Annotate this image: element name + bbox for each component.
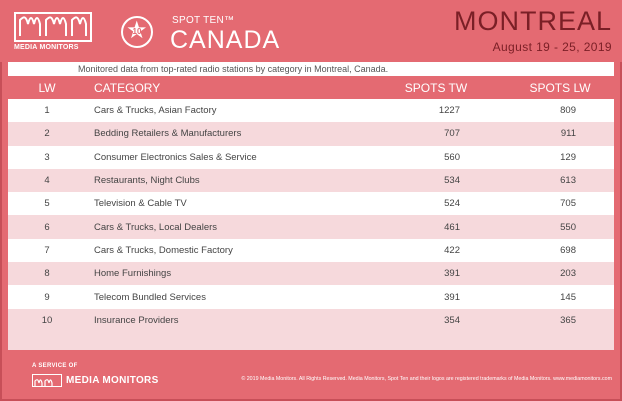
service-label: A SERVICE OF	[32, 363, 78, 369]
rank-cell: 4	[44, 175, 50, 187]
category-cell: Bedding Retailers & Manufacturers	[94, 128, 242, 140]
spots-tw-cell: 391	[444, 291, 460, 303]
rank-cell: 5	[44, 198, 50, 210]
spots-lw-cell: 145	[560, 291, 576, 303]
spots-tw-cell: 354	[444, 314, 460, 326]
header-spots-tw: SPOTS TW	[404, 80, 468, 95]
category-cell: Telecom Bundled Services	[94, 291, 206, 303]
rankings-table: LW CATEGORY SPOTS TW SPOTS LW 1 Cars & Tr…	[8, 76, 614, 332]
star-icon: ★	[126, 17, 148, 44]
spots-lw-cell: 203	[560, 268, 576, 280]
spots-lw-cell: 911	[560, 128, 576, 140]
rank-cell: 10	[41, 314, 53, 326]
table-row: 4 Restaurants, Night Clubs 534 613	[8, 168, 614, 193]
table-row: 1 Cars & Trucks, Asian Factory 1227 809	[8, 99, 614, 123]
table-row: 5 Television & Cable TV 524 705	[8, 192, 614, 216]
category-cell: Home Furnishings	[94, 268, 172, 280]
table-row: 8 Home Furnishings 391 203	[8, 262, 614, 286]
table-header: LW CATEGORY SPOTS TW SPOTS LW	[8, 76, 614, 99]
rank-cell: 2	[44, 128, 50, 140]
spots-tw-cell: 560	[444, 151, 460, 163]
table-row: 9 Telecom Bundled Services 391 145	[8, 285, 614, 309]
rank-cell: 6	[44, 221, 50, 233]
category-cell: Cars & Trucks, Domestic Factory	[94, 244, 233, 256]
header-spots-lw: SPOTS LW	[529, 80, 591, 95]
media-monitors-logo: MEDIA MONITORS	[14, 12, 96, 52]
table-row: 2 Bedding Retailers & Manufacturers 707 911	[8, 122, 614, 146]
spots-tw-cell: 461	[444, 221, 460, 233]
spots-lw-cell: 698	[560, 244, 576, 256]
spots-tw-cell: 1227	[438, 105, 460, 117]
rank-cell: 7	[44, 244, 50, 256]
country-title: CANADA	[170, 26, 281, 54]
category-cell: Consumer Electronics Sales & Service	[94, 151, 257, 163]
table-row: 3 Consumer Electronics Sales & Service 560…	[8, 145, 614, 169]
rank-cell: 1	[44, 105, 50, 117]
date-range: August 19 - 25, 2019	[492, 40, 612, 54]
city-title: MONTREAL	[453, 6, 612, 36]
rank-cell: 3	[44, 151, 50, 163]
spots-lw-cell: 365	[560, 314, 576, 326]
spots-lw-cell: 613	[560, 175, 576, 187]
footer-logo-text: MEDIA MONITORS	[66, 374, 159, 386]
table-row: 7 Cars & Trucks, Domestic Factory 422 698	[8, 238, 614, 263]
category-cell: Insurance Providers	[94, 314, 179, 326]
header-category: CATEGORY	[94, 80, 161, 95]
table-row: 10 Insurance Providers 354 365	[8, 308, 614, 332]
category-cell: Cars & Trucks, Asian Factory	[94, 105, 217, 117]
copyright: © 2019 Media Monitors. All Rights Reserv…	[241, 376, 612, 382]
footer-logo: MEDIA MONITORS	[32, 372, 159, 388]
spots-lw-cell: 129	[560, 151, 576, 163]
rank-cell: 9	[44, 291, 50, 303]
spots-tw-cell: 524	[444, 198, 460, 210]
footer-logo-icon	[32, 373, 62, 387]
footer-band	[8, 328, 614, 350]
rank-cell: 8	[44, 268, 50, 280]
spot-ten-badge: ★ 10	[121, 16, 153, 48]
subtitle: Monitored data from top-rated radio stat…	[8, 62, 614, 76]
category-cell: Television & Cable TV	[94, 198, 187, 210]
logo-wave-icon	[14, 12, 92, 42]
spots-lw-cell: 705	[560, 198, 576, 210]
badge-number: 10	[132, 27, 142, 36]
spots-tw-cell: 422	[444, 244, 460, 256]
spot-ten-label: SPOT TEN™	[172, 15, 235, 26]
spots-tw-cell: 391	[444, 268, 460, 280]
spots-tw-cell: 707	[444, 128, 460, 140]
logo-text: MEDIA MONITORS	[14, 44, 79, 51]
category-cell: Cars & Trucks, Local Dealers	[94, 221, 218, 233]
header-lw: LW	[38, 80, 56, 95]
spots-lw-cell: 550	[560, 221, 576, 233]
header: MEDIA MONITORS ★ 10 SPOT TEN™ CANADA MON…	[0, 0, 622, 62]
category-cell: Restaurants, Night Clubs	[94, 175, 200, 187]
table-row: 6 Cars & Trucks, Local Dealers 461 550	[8, 215, 614, 239]
spots-tw-cell: 534	[444, 175, 460, 187]
spots-lw-cell: 809	[560, 105, 576, 117]
